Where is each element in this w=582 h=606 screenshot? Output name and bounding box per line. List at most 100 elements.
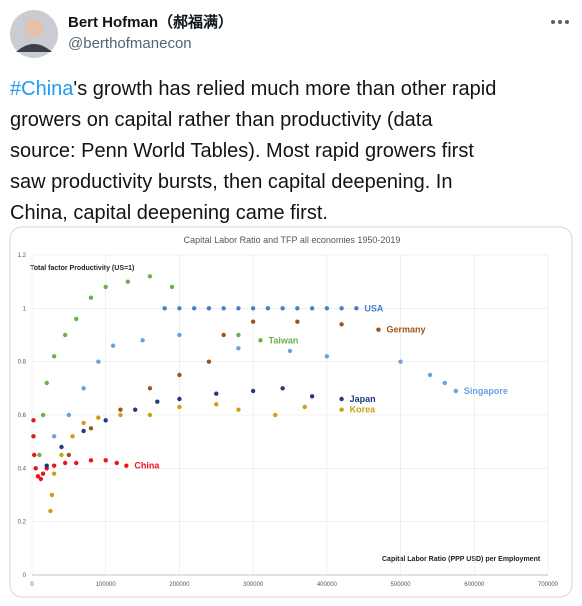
point xyxy=(376,327,381,332)
point xyxy=(74,460,79,466)
chart-title: Capital Labor Ratio and TFP all economie… xyxy=(184,235,401,245)
point xyxy=(96,415,101,420)
point xyxy=(453,388,459,394)
point xyxy=(177,404,182,410)
series-label: China xyxy=(134,461,160,471)
point xyxy=(51,354,57,359)
point xyxy=(214,391,219,396)
point xyxy=(88,426,94,431)
point xyxy=(62,460,68,466)
point xyxy=(133,407,138,412)
point xyxy=(33,466,38,471)
point xyxy=(74,316,79,322)
point xyxy=(309,394,315,399)
author[interactable]: Bert Hofman（郝福满） xyxy=(68,13,233,31)
point xyxy=(118,412,123,418)
y-tick-label: 0.6 xyxy=(18,413,27,419)
point xyxy=(302,404,307,410)
text: 's growth has relied much more than othe… xyxy=(73,78,496,100)
plot: 0 0.2 0.4 0.6 0.8 1 1.2 0 100000 200000 300000 4000… xyxy=(18,253,559,588)
point xyxy=(103,458,108,463)
hashtag[interactable]: #China xyxy=(10,78,74,100)
point xyxy=(66,452,72,458)
point xyxy=(103,284,108,290)
point xyxy=(49,492,55,498)
point xyxy=(206,306,212,311)
point xyxy=(88,458,94,463)
point xyxy=(88,295,94,300)
media-frame[interactable] xyxy=(9,226,573,598)
x-tick-label: 700000 xyxy=(538,582,559,588)
point xyxy=(177,372,182,378)
point xyxy=(214,402,219,407)
point xyxy=(354,306,359,311)
y-tick-label: 1.2 xyxy=(18,253,27,259)
point xyxy=(250,319,256,324)
point xyxy=(114,460,119,466)
point xyxy=(124,463,129,468)
point xyxy=(236,346,241,351)
point xyxy=(62,332,68,338)
point xyxy=(147,274,153,279)
point xyxy=(81,386,86,391)
series-label: Singapore xyxy=(464,386,508,396)
point xyxy=(32,452,37,458)
point xyxy=(265,306,271,311)
x-tick-label: 0 xyxy=(30,582,34,588)
avatar-body xyxy=(16,44,52,52)
point xyxy=(398,359,403,364)
y-tick-label: 0.8 xyxy=(18,360,27,366)
point xyxy=(236,407,241,412)
series-label: Taiwan xyxy=(269,335,299,345)
point xyxy=(324,354,330,359)
point xyxy=(40,412,46,418)
point xyxy=(236,306,241,311)
point xyxy=(31,418,36,423)
point xyxy=(339,396,344,402)
point xyxy=(169,284,175,290)
y-axis-label: Total factor Productivity (US=1) xyxy=(30,265,134,272)
y-tick-label: 0.4 xyxy=(18,466,27,472)
point xyxy=(44,463,49,468)
point xyxy=(273,412,278,418)
point xyxy=(70,434,75,439)
series-label: Korea xyxy=(350,405,377,415)
series-label: USA xyxy=(364,303,384,313)
point xyxy=(44,380,49,386)
point xyxy=(147,386,153,391)
point xyxy=(103,418,108,423)
point xyxy=(177,396,182,402)
point xyxy=(51,463,57,468)
point xyxy=(37,452,42,458)
point xyxy=(155,399,160,404)
point xyxy=(110,343,116,348)
point xyxy=(442,380,447,386)
point xyxy=(59,452,64,458)
point xyxy=(250,388,256,394)
point xyxy=(59,444,64,450)
point xyxy=(51,471,57,476)
tweet-line: #China's growth has relied much more tha… xyxy=(10,78,496,100)
point xyxy=(280,386,285,391)
point xyxy=(177,306,182,311)
point xyxy=(221,306,226,311)
tweet-line: growers on capital rather than productiv… xyxy=(10,109,433,131)
series-label: Japan xyxy=(350,394,376,404)
point xyxy=(96,359,101,364)
point xyxy=(258,338,263,343)
avatar-face xyxy=(25,19,43,37)
point xyxy=(339,407,344,412)
handle[interactable]: @berthofmanecon xyxy=(68,35,192,52)
point xyxy=(191,306,197,311)
more-icon[interactable] xyxy=(551,20,569,24)
point xyxy=(40,471,46,476)
x-tick-label: 600000 xyxy=(464,582,485,588)
point xyxy=(206,359,212,364)
y-tick-label: 0.2 xyxy=(18,520,27,526)
point xyxy=(140,338,145,343)
y-tick-label: 1 xyxy=(23,306,27,312)
point xyxy=(324,306,330,311)
x-tick-label: 500000 xyxy=(391,582,412,588)
point xyxy=(236,332,241,338)
